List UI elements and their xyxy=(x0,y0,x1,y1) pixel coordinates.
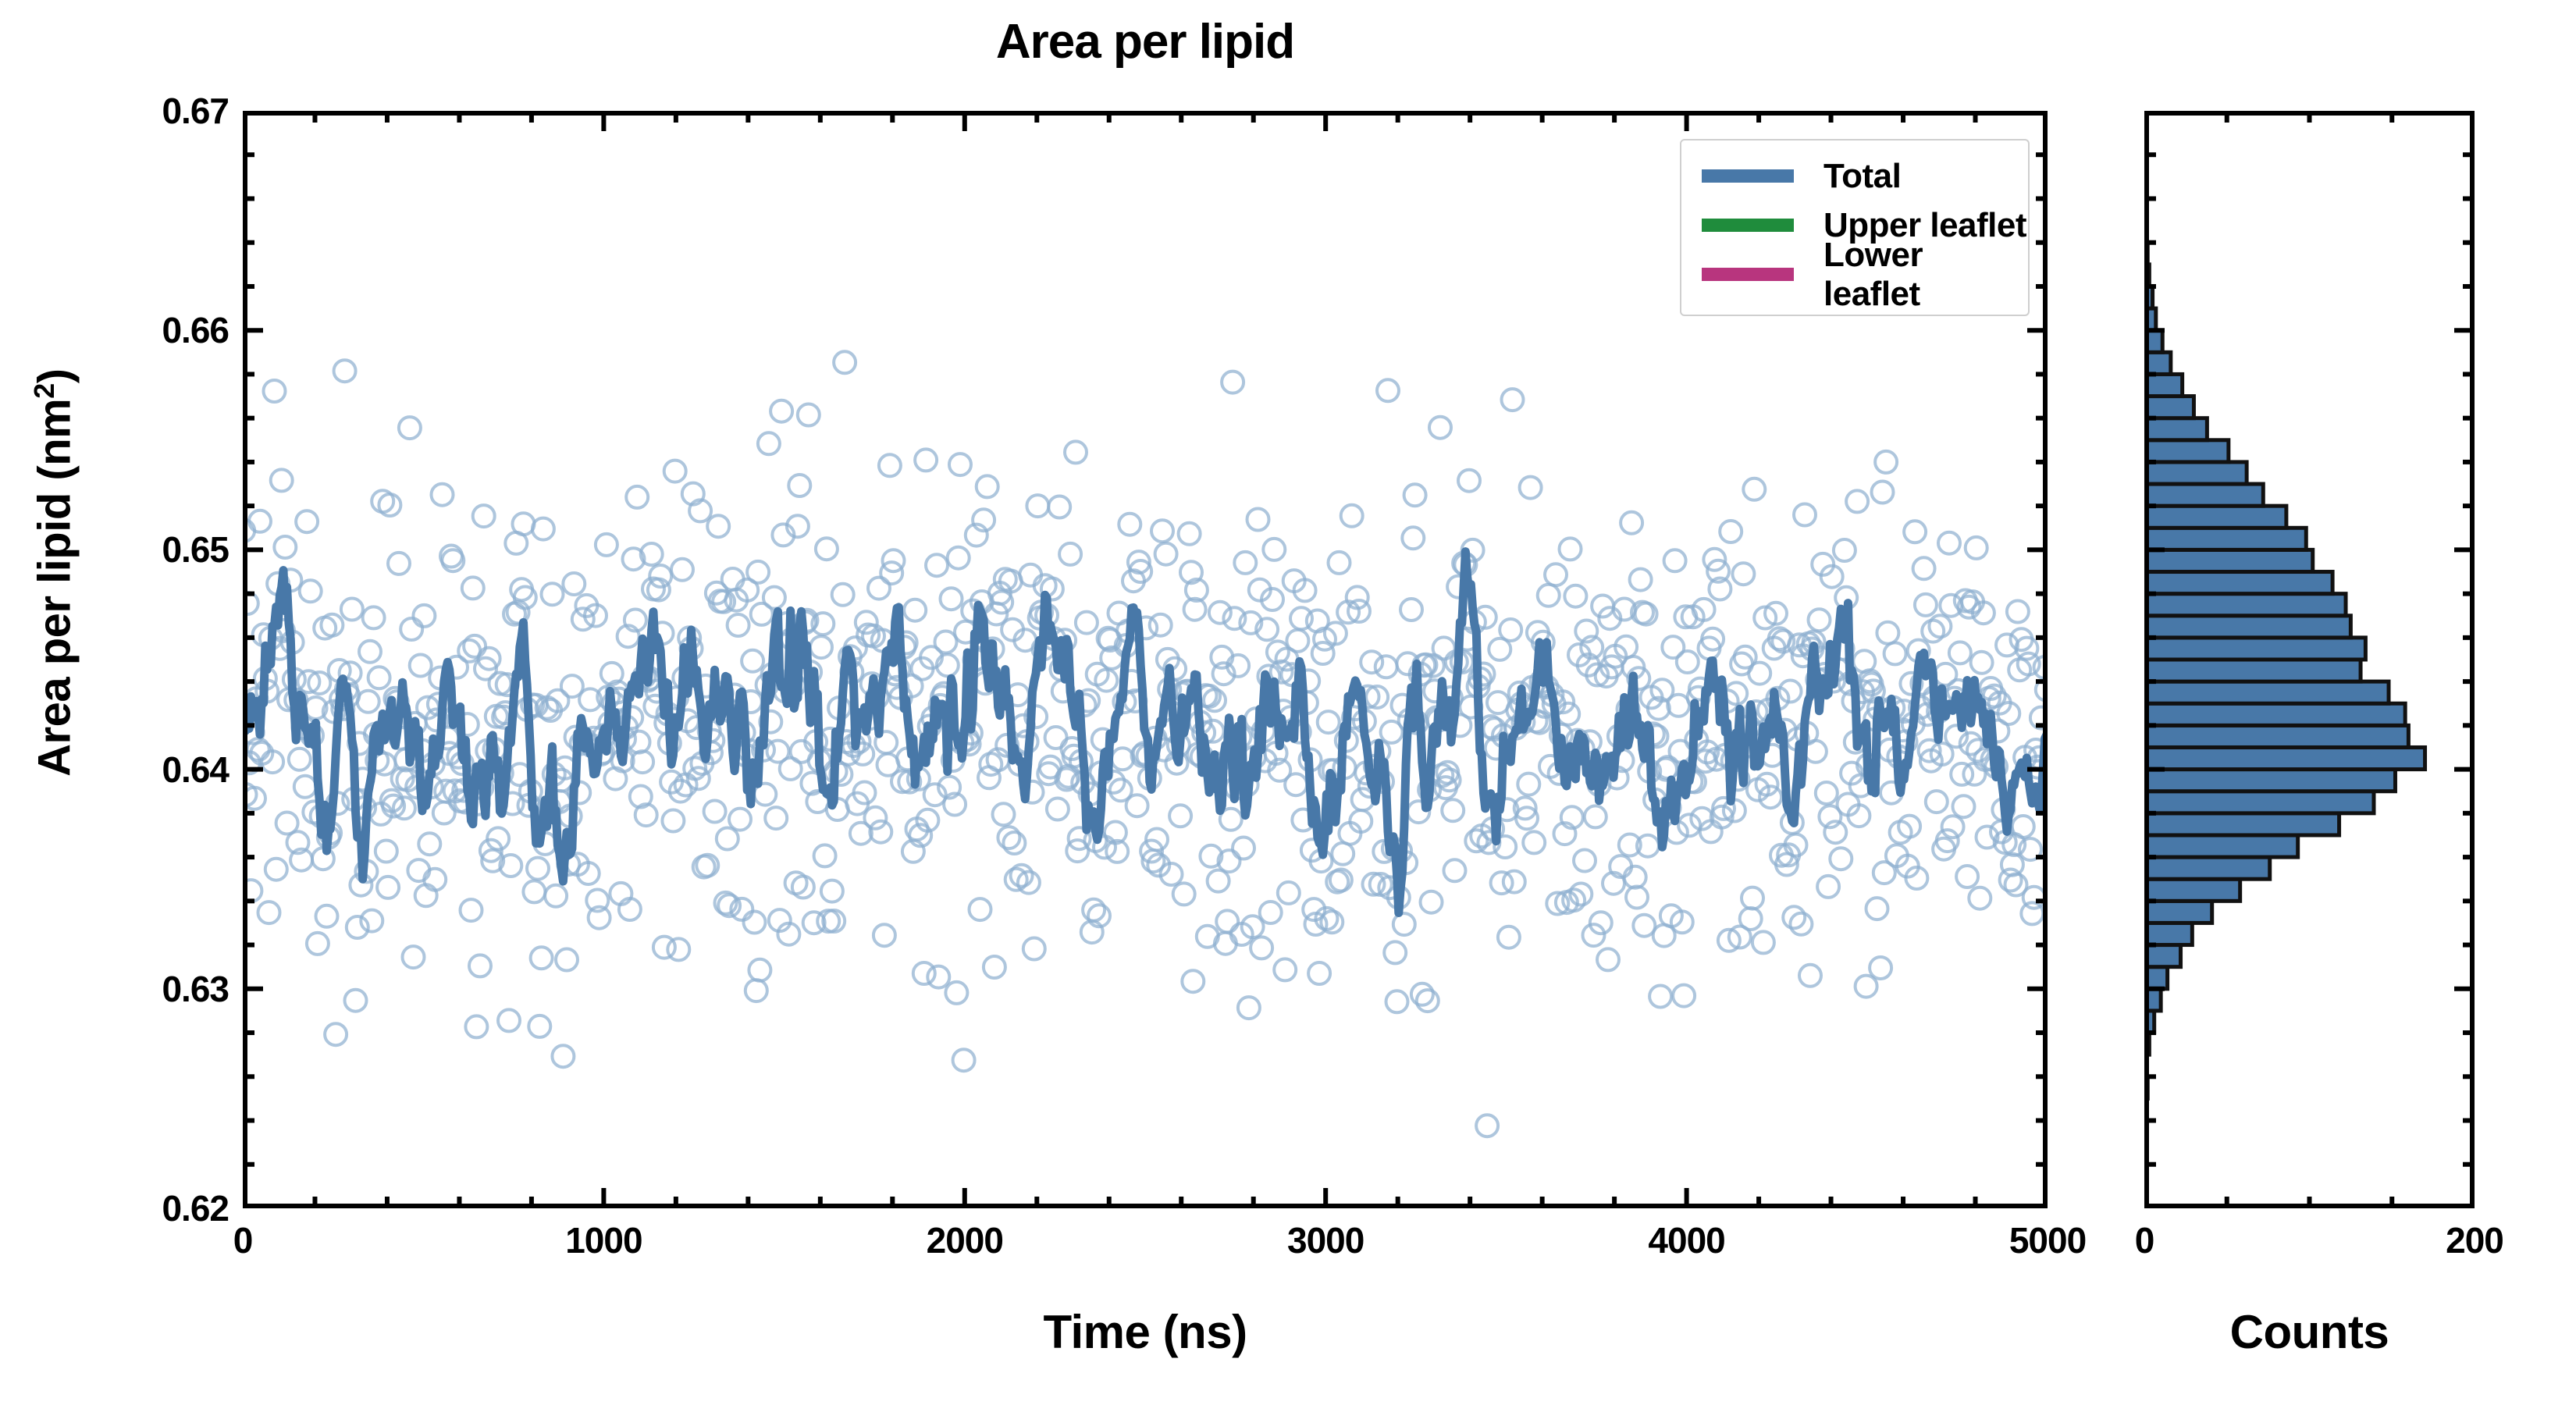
legend-swatch-lower-leaflet xyxy=(1702,268,1794,281)
y-axis-title: Area per lipid (nm2) xyxy=(28,276,80,870)
x-tick-label: 3000 xyxy=(1287,1220,1364,1261)
legend-swatch-total xyxy=(1702,169,1794,183)
histogram-x-axis-title: Counts xyxy=(2229,1306,2389,1358)
x-tick-label: 4000 xyxy=(1648,1220,1725,1261)
x-tick-label: 1000 xyxy=(565,1220,642,1261)
histogram-x-tick-label: 0 xyxy=(2134,1220,2155,1261)
legend-swatch-upper-leaflet xyxy=(1702,219,1794,232)
histogram-bars-layer xyxy=(2144,219,2428,1167)
y-tick-label: 0.67 xyxy=(162,91,229,131)
y-tick-label: 0.65 xyxy=(162,529,229,571)
legend-item-upper-leaflet[interactable]: Upper leaflet xyxy=(1681,201,2028,250)
legend-box: Total Upper leaflet Lower leaflet xyxy=(1680,139,2030,316)
y-axis-title-text: Area per lipid (nm2) xyxy=(28,368,80,777)
histogram-x-tick-label: 200 xyxy=(2446,1220,2504,1261)
page-title: Area per lipid xyxy=(995,15,1295,69)
x-tick-label: 5000 xyxy=(2008,1220,2087,1261)
y-tick-label: 0.66 xyxy=(162,310,229,351)
y-tick-label: 0.62 xyxy=(162,1188,229,1229)
legend-label-upper-leaflet: Upper leaflet xyxy=(1823,205,2027,244)
legend-item-lower-leaflet[interactable]: Lower leaflet xyxy=(1681,236,2028,313)
x-axis-title: Time (ns) xyxy=(1043,1306,1247,1358)
legend-label-lower-leaflet: Lower leaflet xyxy=(1823,235,1923,313)
histogram-plot-area xyxy=(2144,111,2475,1208)
x-tick-label: 0 xyxy=(233,1220,254,1261)
y-tick-label: 0.64 xyxy=(162,749,229,790)
x-tick-label: 2000 xyxy=(926,1220,1004,1261)
y-tick-label: 0.63 xyxy=(162,968,229,1009)
legend-label-total: Total xyxy=(1823,156,1902,195)
legend-item-total[interactable]: Total xyxy=(1681,151,2028,201)
